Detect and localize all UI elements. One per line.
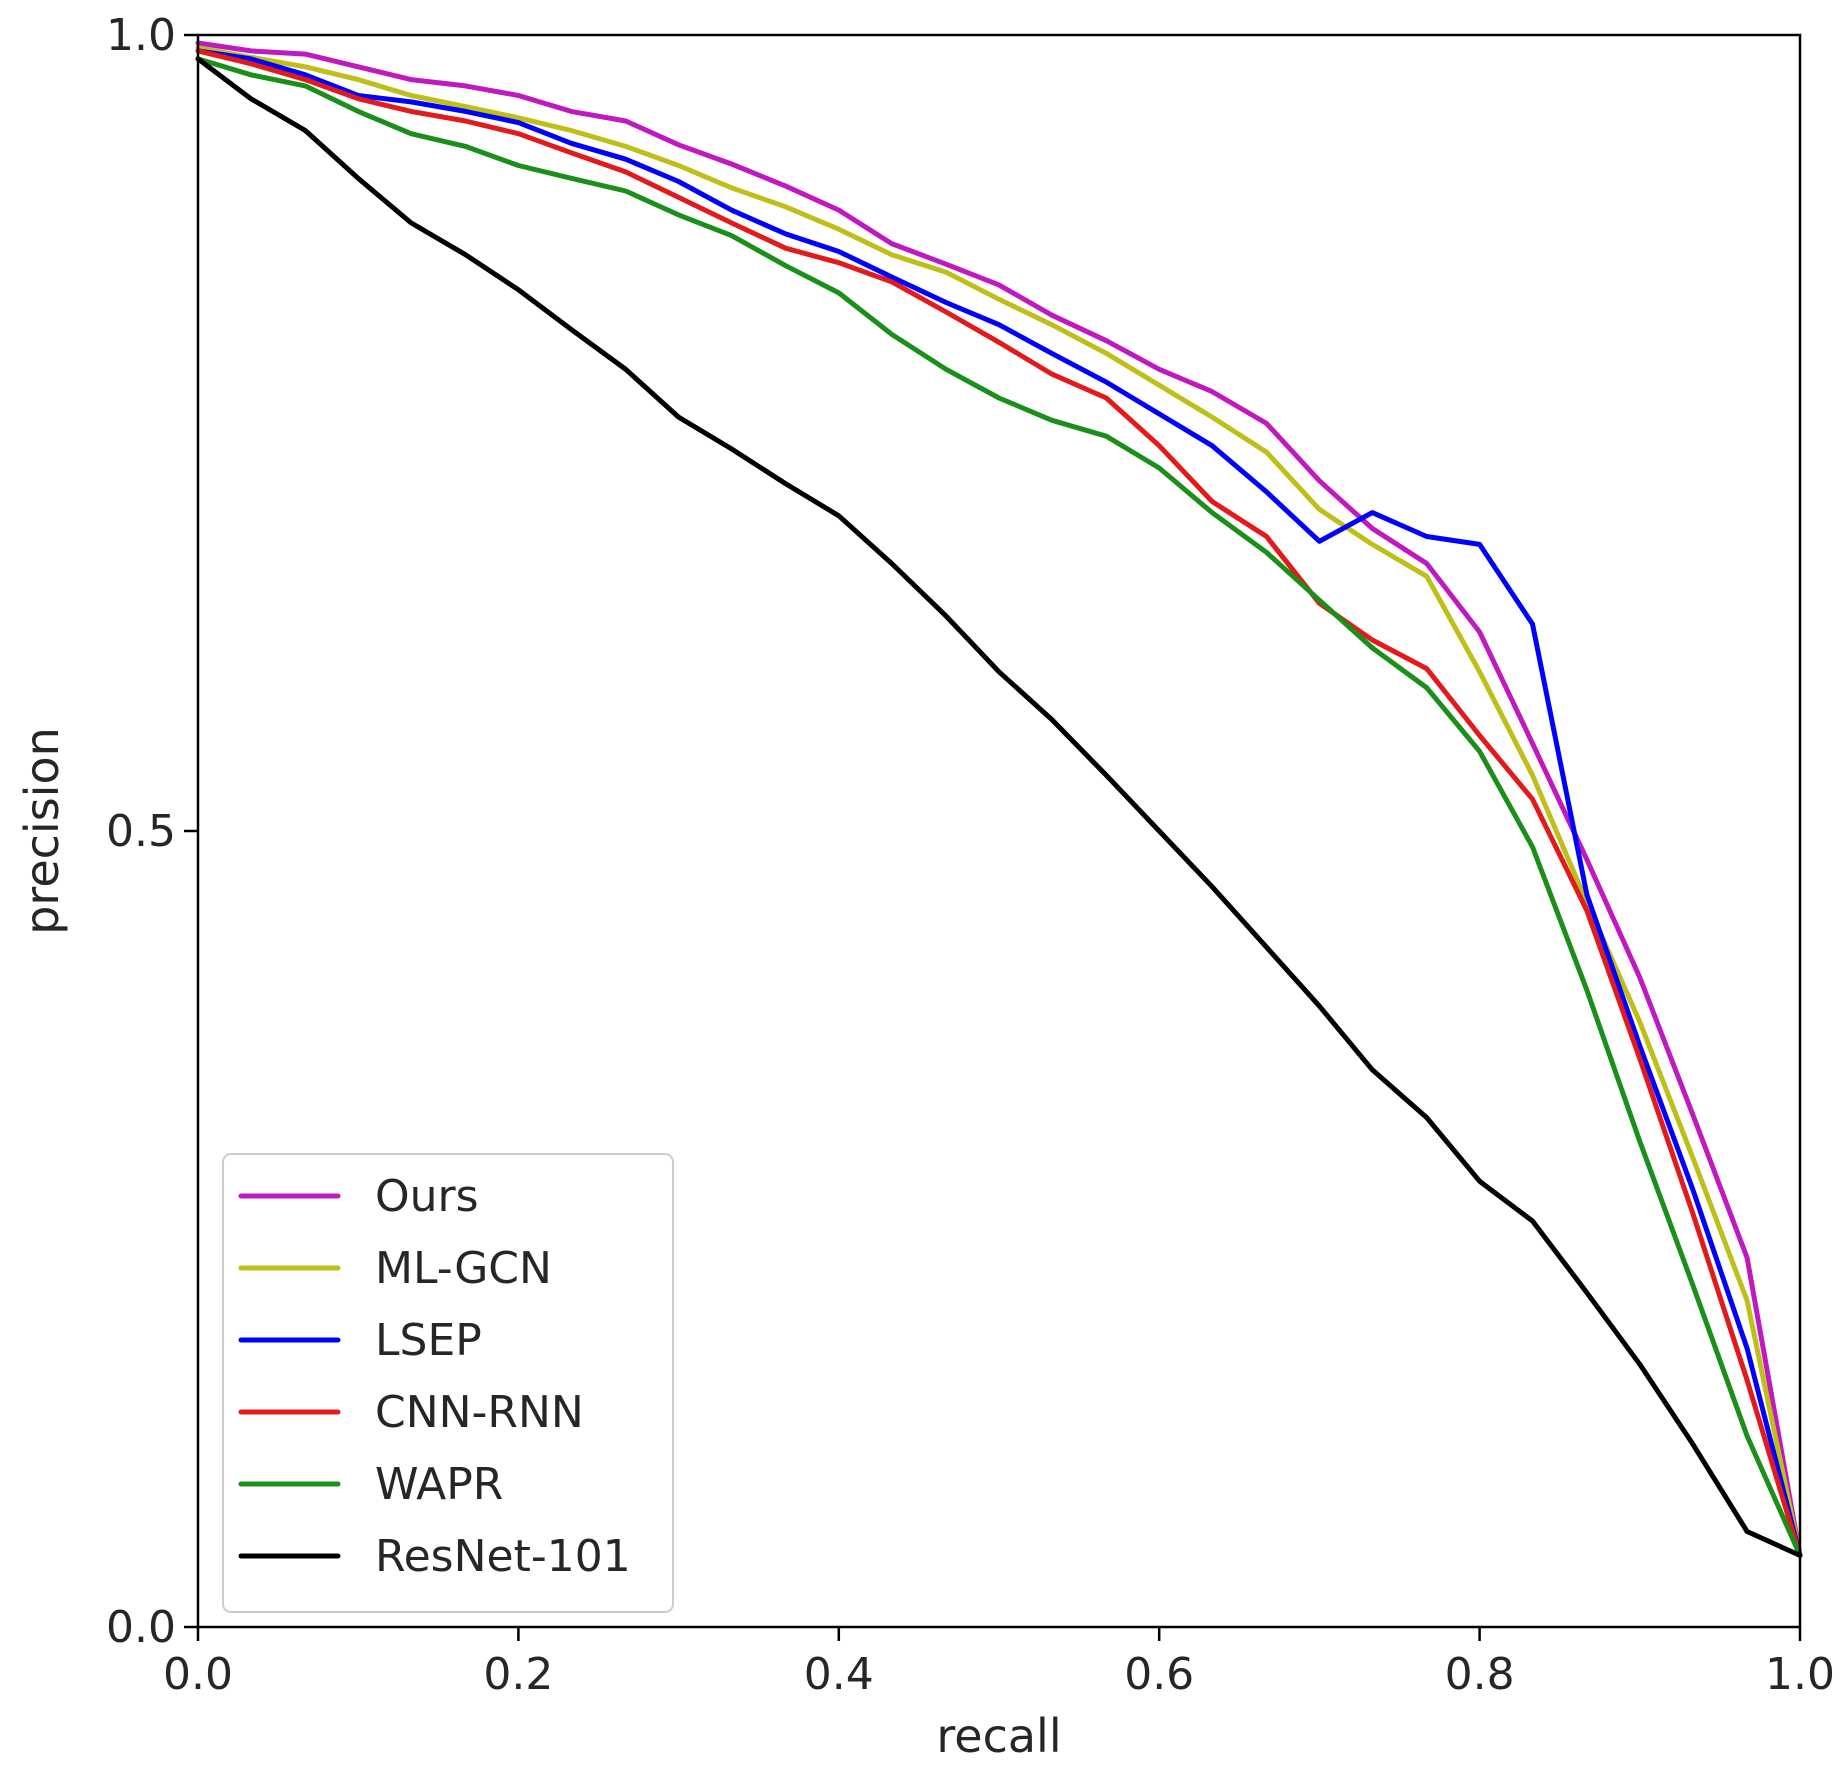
legend-label-lsep: LSEP (375, 1315, 482, 1366)
y-axis-label: precision (15, 727, 69, 935)
x-tick-label: 0.4 (804, 1649, 874, 1700)
x-tick-label: 1.0 (1765, 1649, 1835, 1700)
x-tick-label: 0.2 (483, 1649, 553, 1700)
legend-label-cnn-rnn: CNN-RNN (375, 1387, 584, 1438)
series-line-cnn-rnn (195, 48, 1803, 1558)
series-line-wapr (195, 56, 1803, 1558)
series-line-resnet-101 (195, 56, 1803, 1558)
legend-label-ours: Ours (375, 1171, 479, 1222)
x-tick-label: 0.0 (163, 1649, 233, 1700)
x-tick-label: 0.6 (1124, 1649, 1194, 1700)
series-layer (195, 40, 1803, 1558)
series-line-ml-gcn (195, 45, 1803, 1558)
y-tick-label: 0.0 (106, 1602, 176, 1653)
legend: Ours ML-GCN LSEP CNN-RNN WAPR ResNet-101 (222, 1153, 674, 1613)
y-tick-label: 1.0 (106, 10, 176, 61)
legend-label-wapr: WAPR (375, 1459, 503, 1510)
y-tick-label: 0.5 (106, 806, 176, 857)
y-axis: 0.0 0.5 1.0 (106, 10, 198, 1653)
x-axis: 0.0 0.2 0.4 0.6 0.8 1.0 (163, 1627, 1835, 1700)
series-line-ours (195, 40, 1803, 1558)
x-tick-label: 0.8 (1445, 1649, 1515, 1700)
legend-label-resnet-101: ResNet-101 (375, 1531, 631, 1582)
legend-label-ml-gcn: ML-GCN (375, 1243, 552, 1294)
series-line-lsep (195, 48, 1803, 1558)
x-axis-label: recall (936, 1709, 1061, 1763)
